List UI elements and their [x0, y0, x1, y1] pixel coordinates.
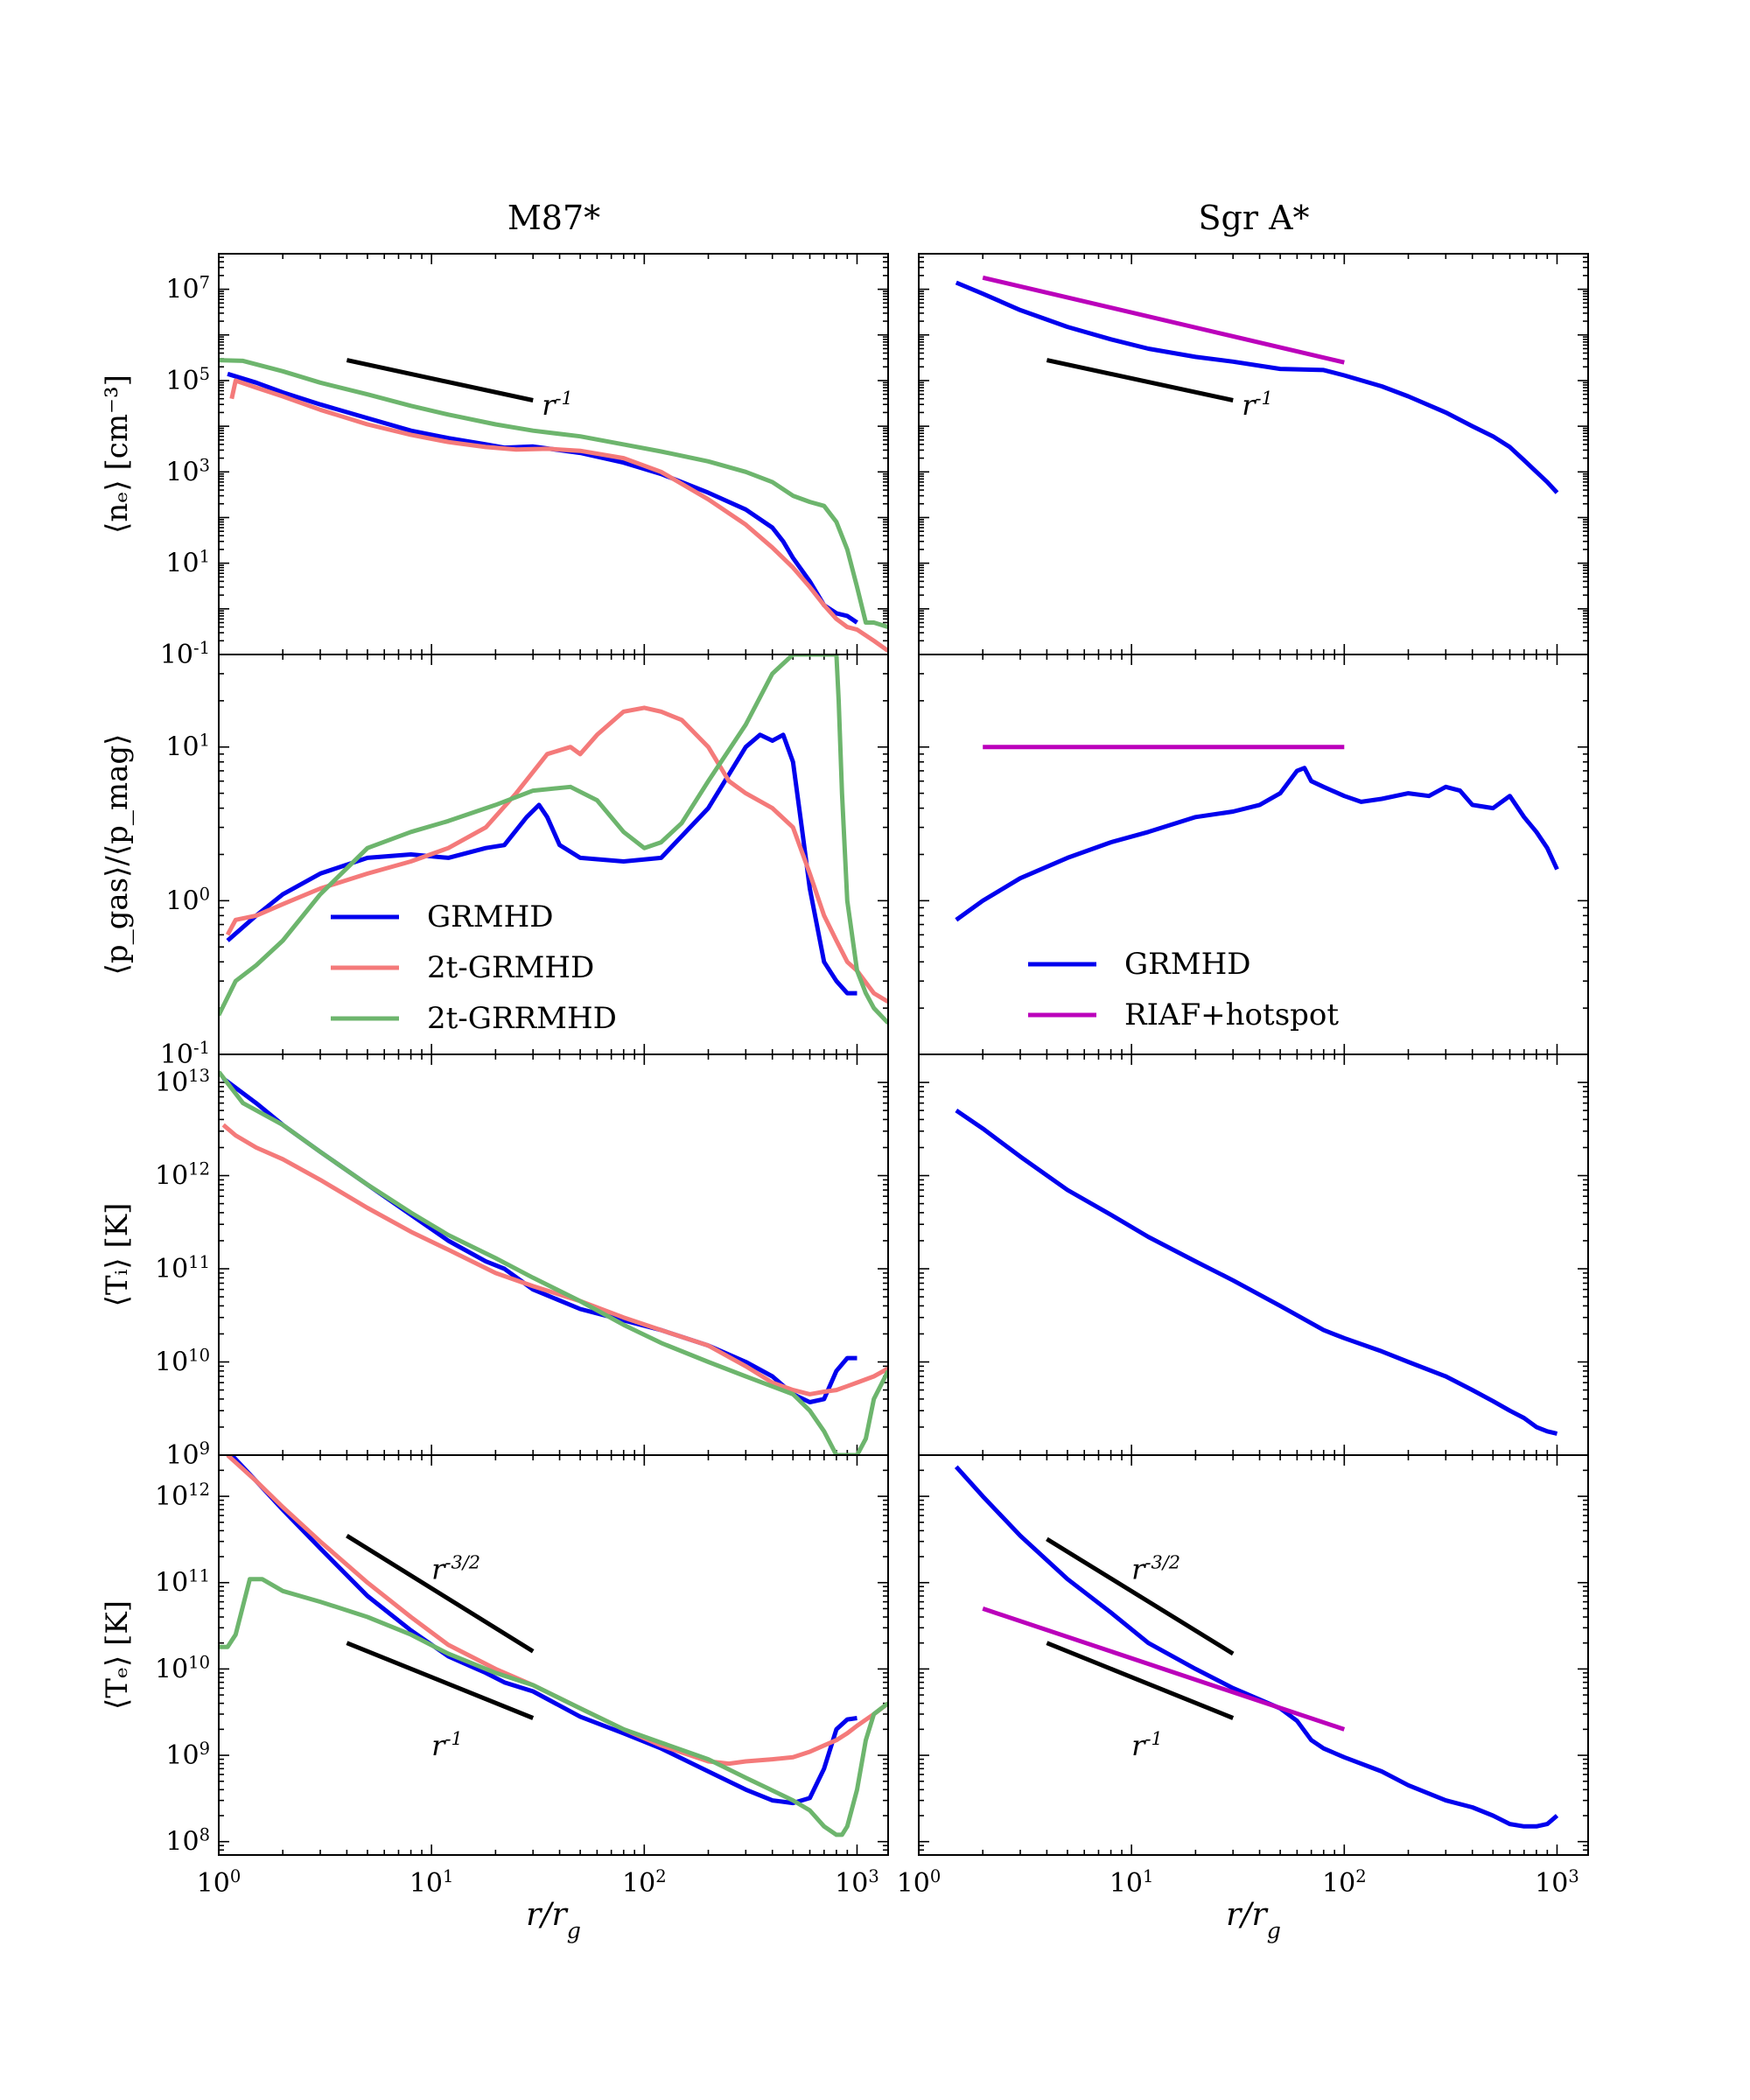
y-axis-label: ⟨p_gas⟩/⟨p_mag⟩	[100, 734, 135, 976]
x-axis-label: r/rg	[526, 1897, 581, 1943]
series-grmhd	[955, 280, 1559, 494]
series-grmhd	[227, 371, 858, 625]
power-law-guide	[346, 358, 534, 402]
y-tick-label: 109	[165, 1438, 210, 1472]
panel-ne_m87: 10-1 101 103 105 107 r-1 ⟨nₑ⟩ [cm⁻³]	[100, 253, 889, 671]
series-group	[219, 1070, 888, 1455]
column-title-m87: M87*	[508, 199, 600, 237]
y-tick-label: 107	[165, 272, 210, 305]
legend-label: GRMHD	[427, 900, 553, 934]
y-tick-label: 101	[165, 546, 210, 579]
series-group	[219, 1455, 888, 1838]
series-2t-grmhd	[229, 378, 888, 653]
x-tick-label: 100	[197, 1866, 242, 1900]
power-law-label: r-3/2	[431, 1552, 480, 1586]
series-group	[955, 275, 1559, 494]
legend-label: GRMHD	[1124, 947, 1250, 982]
series-2t-grrmhd	[219, 358, 888, 629]
power-law-label: r-1	[1131, 1728, 1163, 1762]
legend-label: 2t-GRRMHD	[427, 1001, 617, 1036]
x-tick-label: 101	[410, 1866, 454, 1900]
power-law-label: r-3/2	[1131, 1552, 1180, 1586]
y-axis-label: ⟨Tₑ⟩ [K]	[100, 1600, 135, 1710]
panel-frame	[218, 1454, 889, 1856]
series-2t-grmhd	[225, 705, 888, 1004]
panel-frame	[218, 253, 889, 655]
legend-label: RIAF+hotspot	[1124, 998, 1339, 1032]
y-tick-label: 109	[165, 1739, 210, 1772]
series-group	[954, 1465, 1559, 1829]
power-law-label: r-1	[431, 1728, 463, 1762]
x-axis-label: r/rg	[1226, 1897, 1281, 1943]
power-law-guide	[346, 1641, 535, 1720]
y-tick-label: 10-1	[160, 1038, 210, 1071]
series-2t-grmhd	[226, 1455, 888, 1767]
panel-ti_sgra	[918, 1054, 1589, 1456]
power-law-guide	[346, 1533, 535, 1654]
series-grmhd	[955, 766, 1559, 922]
legend-m87: GRMHD 2t-GRMHD 2t-GRRMHD	[331, 900, 617, 1036]
power-law-guide	[1046, 358, 1234, 402]
y-tick-label: 1010	[155, 1652, 210, 1685]
x-tick-label: 101	[1110, 1866, 1154, 1900]
series-grmhd	[229, 1455, 858, 1806]
column-title-sgra: Sgr A*	[1198, 199, 1309, 237]
panel-te_sgra: 100 101 102 103 r-3/2 r-1	[897, 1454, 1589, 1900]
series-grmhd	[954, 1465, 1559, 1829]
series-group	[219, 358, 888, 653]
series-riaf-hotspot	[982, 275, 1345, 365]
series-grmhd	[221, 1076, 858, 1404]
power-law-label: r-1	[1242, 388, 1273, 422]
y-tick-label: 1013	[155, 1066, 210, 1099]
legend-label: 2t-GRMHD	[427, 950, 594, 985]
panel-beta_m87: 10-1 100 101 ⟨p_gas⟩/⟨p_mag⟩	[100, 654, 889, 1071]
series-2t-grmhd	[221, 1123, 888, 1396]
y-tick-label: 1012	[155, 1480, 210, 1513]
x-tick-label: 102	[1322, 1866, 1367, 1900]
panel-te_m87: 100 101 102 103 108 109 1010 1011 1012 r-3/2 r-1 ⟨T…	[100, 1454, 889, 1900]
y-axis-label: ⟨Tᵢ⟩ [K]	[100, 1203, 135, 1307]
power-law-guide	[1046, 1536, 1235, 1656]
series-2t-grrmhd	[219, 1577, 888, 1838]
panel-frame	[918, 1054, 1589, 1456]
y-tick-label: 100	[165, 884, 210, 917]
series-2t-grrmhd	[219, 1070, 888, 1455]
panel-frame	[218, 1054, 889, 1456]
series-grmhd	[955, 1109, 1558, 1436]
series-riaf-hotspot	[982, 1606, 1346, 1732]
y-tick-label: 1011	[155, 1565, 210, 1599]
series-group	[219, 654, 888, 1025]
panel-frame	[218, 654, 889, 1055]
y-tick-label: 1011	[155, 1252, 210, 1285]
legend-sgra: GRMHD RIAF+hotspot	[1028, 947, 1339, 1032]
panels-group: 10-1 101 103 105 107 r-1 ⟨nₑ⟩ [cm⁻³] r-1 10-1 100…	[100, 253, 1589, 1943]
panel-ti_m87: 109 1010 1011 1012 1013 ⟨Tᵢ⟩ [K]	[100, 1054, 889, 1472]
panel-frame	[918, 1454, 1589, 1856]
x-tick-label: 103	[1535, 1866, 1579, 1900]
x-tick-label: 100	[897, 1866, 942, 1900]
y-tick-label: 10-1	[160, 638, 210, 671]
y-axis-label: ⟨nₑ⟩ [cm⁻³]	[100, 374, 135, 534]
panel-beta_sgra	[918, 654, 1589, 1055]
y-tick-label: 1010	[155, 1345, 210, 1378]
panel-frame	[918, 253, 1589, 655]
power-law-guide	[1046, 1641, 1235, 1720]
panel-frame	[918, 654, 1589, 1055]
y-tick-label: 101	[165, 730, 210, 763]
y-tick-label: 103	[165, 455, 210, 488]
series-group	[955, 745, 1559, 922]
y-tick-label: 108	[165, 1824, 210, 1858]
series-group	[955, 1109, 1558, 1436]
power-law-label: r-1	[542, 388, 573, 422]
x-tick-label: 103	[835, 1866, 879, 1900]
panel-ne_sgra: r-1	[918, 253, 1589, 655]
series-2t-grrmhd	[219, 654, 888, 1025]
x-tick-label: 102	[622, 1866, 667, 1900]
y-tick-label: 1012	[155, 1158, 210, 1192]
y-tick-label: 105	[165, 363, 210, 396]
